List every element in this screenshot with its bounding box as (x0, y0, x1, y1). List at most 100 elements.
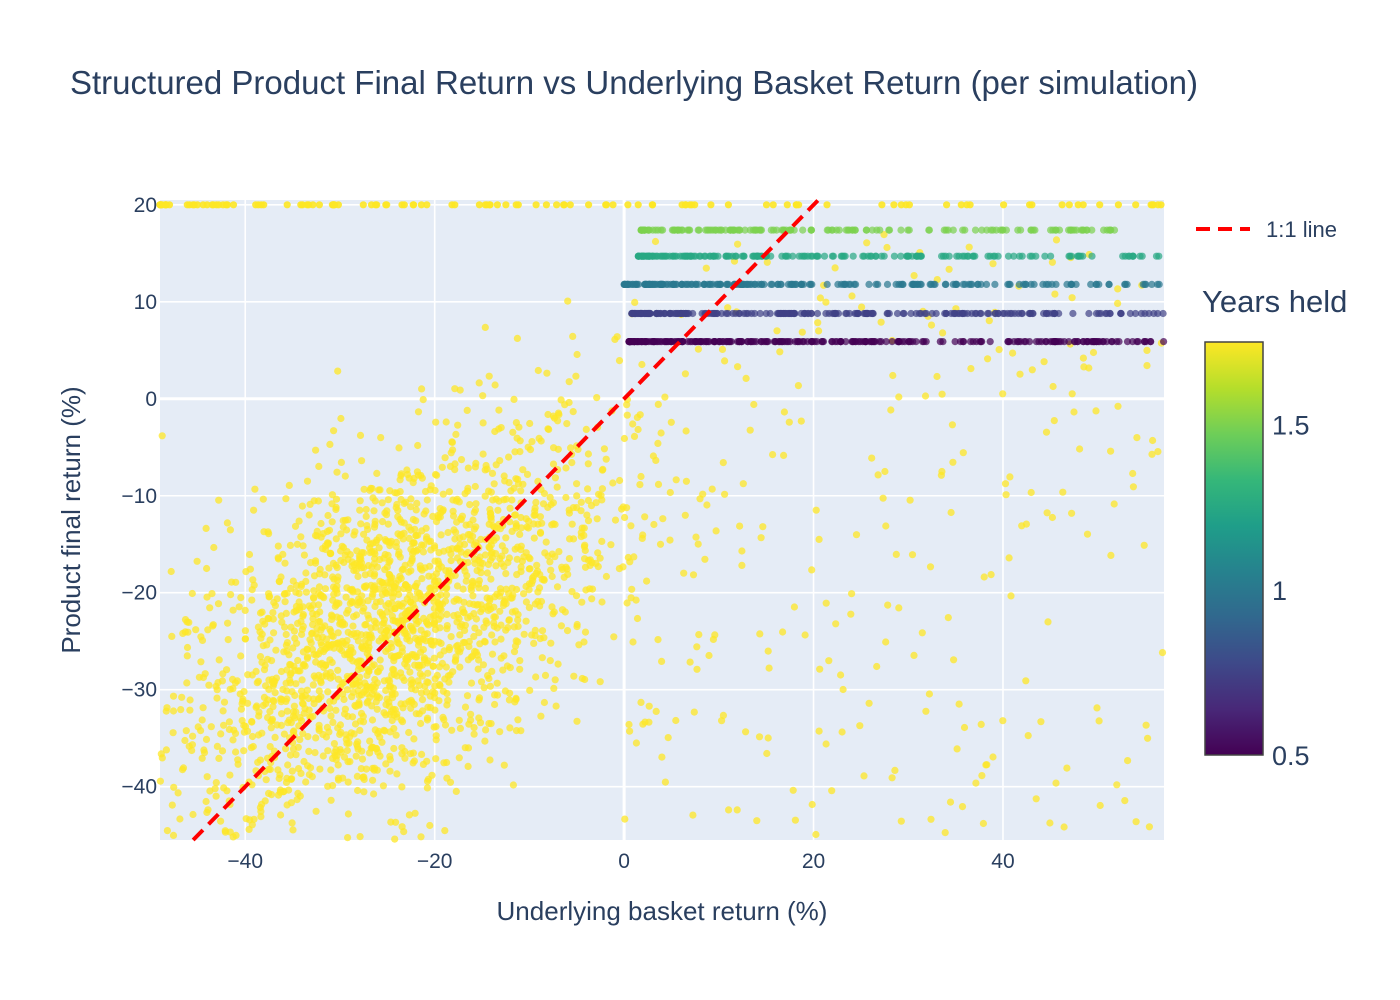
data-point (1085, 364, 1093, 372)
data-point (360, 688, 368, 696)
data-point (678, 280, 686, 288)
data-point (294, 765, 303, 773)
data-point (971, 226, 980, 234)
data-point (537, 712, 545, 720)
data-point (358, 755, 367, 763)
data-point (419, 548, 427, 556)
data-point (272, 646, 280, 654)
data-point (1137, 309, 1145, 318)
data-point (449, 512, 458, 520)
data-point (637, 698, 645, 707)
data-point (979, 819, 988, 828)
data-point (874, 471, 882, 479)
data-point (496, 607, 504, 615)
data-point (343, 746, 351, 755)
data-point (339, 690, 347, 698)
data-point (989, 260, 997, 268)
data-point (325, 526, 334, 534)
data-point (897, 226, 905, 234)
data-point (337, 530, 345, 538)
data-point (378, 518, 387, 526)
data-point (994, 309, 1002, 318)
data-point (445, 488, 453, 496)
data-point (285, 481, 293, 489)
data-point (329, 718, 337, 727)
legend[interactable]: 1:1 line (1196, 217, 1337, 242)
data-point (215, 656, 223, 664)
data-point (848, 338, 856, 346)
data-point (694, 540, 702, 548)
data-point (814, 252, 822, 260)
data-point (630, 432, 639, 440)
data-point (426, 486, 434, 494)
data-point (530, 639, 538, 648)
data-point (693, 643, 701, 651)
y-tick-label: −30 (121, 679, 157, 702)
data-point (472, 648, 480, 656)
data-point (422, 524, 430, 532)
data-point (411, 809, 419, 817)
data-point (327, 766, 335, 774)
data-point (495, 406, 503, 414)
data-point (299, 611, 307, 619)
data-point (212, 779, 220, 787)
data-point (250, 815, 258, 823)
data-point (354, 786, 362, 795)
data-point (909, 280, 917, 288)
data-point (398, 744, 406, 752)
data-point (739, 280, 747, 288)
data-point (393, 635, 401, 644)
data-point (324, 511, 332, 520)
data-point (417, 626, 425, 634)
data-point (669, 252, 677, 260)
data-point (630, 338, 638, 346)
data-point (268, 717, 276, 725)
data-point (725, 806, 733, 814)
data-point (336, 746, 344, 754)
data-point (681, 201, 690, 209)
data-point (694, 345, 703, 353)
data-point (1004, 338, 1012, 346)
data-point (362, 620, 370, 629)
data-point (1032, 795, 1040, 803)
data-point (904, 338, 913, 346)
data-point (525, 604, 534, 612)
data-point (598, 466, 607, 474)
data-point (555, 548, 563, 556)
data-point (248, 586, 256, 594)
data-point (163, 827, 171, 835)
data-point (308, 645, 316, 654)
data-point (682, 477, 691, 485)
data-point (402, 581, 410, 590)
data-point (419, 646, 427, 654)
data-point (405, 811, 413, 819)
data-point (189, 810, 197, 819)
data-point (404, 470, 412, 479)
data-point (452, 430, 460, 438)
data-point (456, 540, 464, 549)
data-point (567, 444, 575, 452)
data-point (712, 527, 720, 535)
data-point (417, 201, 425, 209)
data-point (323, 723, 331, 732)
data-point (362, 765, 370, 773)
data-point (742, 728, 750, 736)
data-point (692, 280, 700, 288)
data-point (281, 623, 289, 631)
data-point (426, 821, 434, 830)
data-point (822, 298, 830, 306)
data-point (1106, 309, 1114, 318)
data-point (790, 603, 799, 611)
data-point (327, 712, 335, 720)
data-point (423, 201, 431, 209)
data-point (274, 766, 282, 774)
data-point (873, 662, 881, 671)
data-point (820, 252, 829, 260)
data-point (1138, 252, 1146, 260)
y-tick-label: −20 (121, 582, 157, 605)
data-point (531, 507, 539, 515)
data-point (908, 551, 917, 559)
data-point (313, 610, 321, 618)
data-point (600, 445, 609, 453)
data-point (424, 678, 432, 687)
